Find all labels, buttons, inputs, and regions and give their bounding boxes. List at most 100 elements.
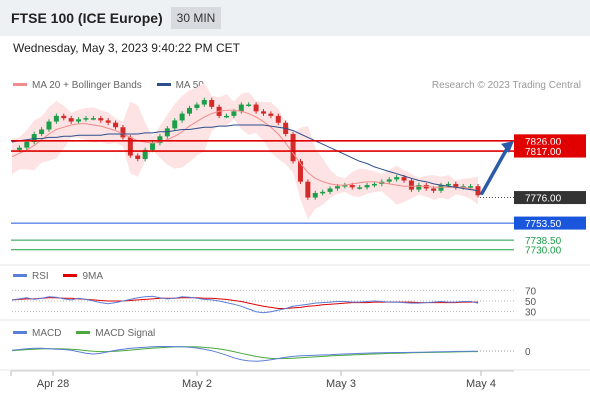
candle-body xyxy=(386,179,392,182)
candle-body xyxy=(46,121,52,130)
candle-body xyxy=(150,143,156,150)
candle-body xyxy=(260,111,266,114)
rsi-tick-label: 70 xyxy=(525,286,537,297)
macd-signal-swatch xyxy=(76,330,91,334)
candle-body xyxy=(83,118,89,120)
macd-legend: MACD MACD Signal xyxy=(13,328,167,339)
legend-rsi: RSI xyxy=(32,271,49,282)
candle-body xyxy=(31,134,37,142)
forecast-arrow-shaft xyxy=(480,145,510,196)
macd-line xyxy=(11,346,478,362)
candle-body xyxy=(113,122,119,128)
rsi-tick-label: 30 xyxy=(525,308,537,319)
legend-ma50: MA 50 xyxy=(175,80,204,91)
candle-body xyxy=(39,129,45,135)
ma50-swatch xyxy=(156,82,171,86)
rsi-tick-label: 50 xyxy=(525,297,537,308)
rsi-swatch xyxy=(13,273,27,277)
rsi-ma-swatch xyxy=(63,273,78,277)
x-tick-label: May 2 xyxy=(182,378,212,390)
level-tag xyxy=(514,144,586,158)
candle-body xyxy=(164,128,170,137)
candle-body xyxy=(68,118,74,122)
chart-header: FTSE 100 (ICE Europe) 30 MIN xyxy=(0,0,590,36)
ma50-line xyxy=(11,124,479,192)
candle-body xyxy=(53,115,59,122)
candle-body xyxy=(120,127,126,138)
bollinger-bands xyxy=(12,83,478,220)
copyright: Research © 2023 Trading Central xyxy=(431,80,581,91)
candle-body xyxy=(105,120,111,123)
price-legend: MA 20 + Bollinger Bands MA 50 xyxy=(13,80,216,91)
level-tag-label: 7817.00 xyxy=(525,147,562,158)
candle-body xyxy=(142,149,148,159)
candle-body xyxy=(290,134,296,162)
candle-body xyxy=(135,155,141,159)
candle-body xyxy=(342,185,348,187)
candle-body xyxy=(431,188,437,191)
candle-body xyxy=(320,191,326,194)
timeframe-badge[interactable]: 30 MIN xyxy=(171,7,221,29)
x-tick-label: May 3 xyxy=(326,378,356,390)
candle-body xyxy=(468,186,474,188)
candle-body xyxy=(305,181,311,198)
legend-macd: MACD xyxy=(32,328,62,339)
level-tag-label: 7753.50 xyxy=(525,219,562,230)
candle-body xyxy=(187,107,193,114)
candle-body xyxy=(327,188,333,192)
level-label: 7738.50 xyxy=(525,236,562,247)
level-label: 7730.00 xyxy=(525,246,562,257)
candle-body xyxy=(394,177,400,180)
rsi-line xyxy=(11,295,479,314)
candle-body xyxy=(401,177,407,181)
x-tick-label: May 4 xyxy=(466,378,496,390)
candle-body xyxy=(127,137,133,156)
legend-rsi-ma: 9MA xyxy=(82,271,104,282)
candle-body xyxy=(312,193,318,198)
instrument-title: FTSE 100 (ICE Europe) xyxy=(11,10,163,26)
candle-body xyxy=(231,111,237,116)
macd-signal-line xyxy=(11,346,478,360)
rsi-legend: RSI 9MA xyxy=(13,271,115,282)
candle-body xyxy=(98,118,104,121)
candle-body xyxy=(268,113,274,116)
level-tag-label: 7826.00 xyxy=(525,137,562,148)
x-tick-label: Apr 28 xyxy=(37,378,69,390)
legend-ma20: MA 20 + Bollinger Bands xyxy=(32,80,142,91)
chart-datetime: Wednesday, May 3, 2023 9:40:22 PM CET xyxy=(13,41,241,55)
last-price-tag xyxy=(514,191,586,205)
candle-body xyxy=(172,120,178,129)
candle-body xyxy=(371,183,377,186)
candle-body xyxy=(253,104,259,112)
candle-body xyxy=(76,119,82,122)
candle-body xyxy=(357,187,363,189)
candle-body xyxy=(209,100,215,107)
candle-body xyxy=(445,183,451,186)
candle-body xyxy=(194,104,200,108)
candle-body xyxy=(16,147,22,150)
candle-body xyxy=(24,141,30,148)
candle-body xyxy=(157,136,163,144)
legend-macd-signal: MACD Signal xyxy=(95,328,156,339)
ma20-swatch xyxy=(13,82,27,86)
forecast-arrow-head xyxy=(501,140,514,153)
candle-body xyxy=(416,185,422,190)
candle-body xyxy=(90,118,96,120)
macd-tick-label: 0 xyxy=(525,347,531,358)
candle-body xyxy=(453,183,459,188)
candle-body xyxy=(61,115,67,119)
candle-body xyxy=(334,186,340,189)
candle-body xyxy=(349,185,355,188)
level-tag xyxy=(514,134,586,148)
candle-body xyxy=(364,185,370,188)
last-price-label: 7776.00 xyxy=(525,194,562,205)
candle-body xyxy=(475,186,481,196)
candle-body xyxy=(246,104,252,107)
level-tag xyxy=(514,216,586,230)
ma20-line xyxy=(11,109,479,192)
macd-swatch xyxy=(13,330,27,334)
candle-body xyxy=(224,115,230,118)
candle-body xyxy=(297,161,303,182)
candle-body xyxy=(408,180,414,190)
